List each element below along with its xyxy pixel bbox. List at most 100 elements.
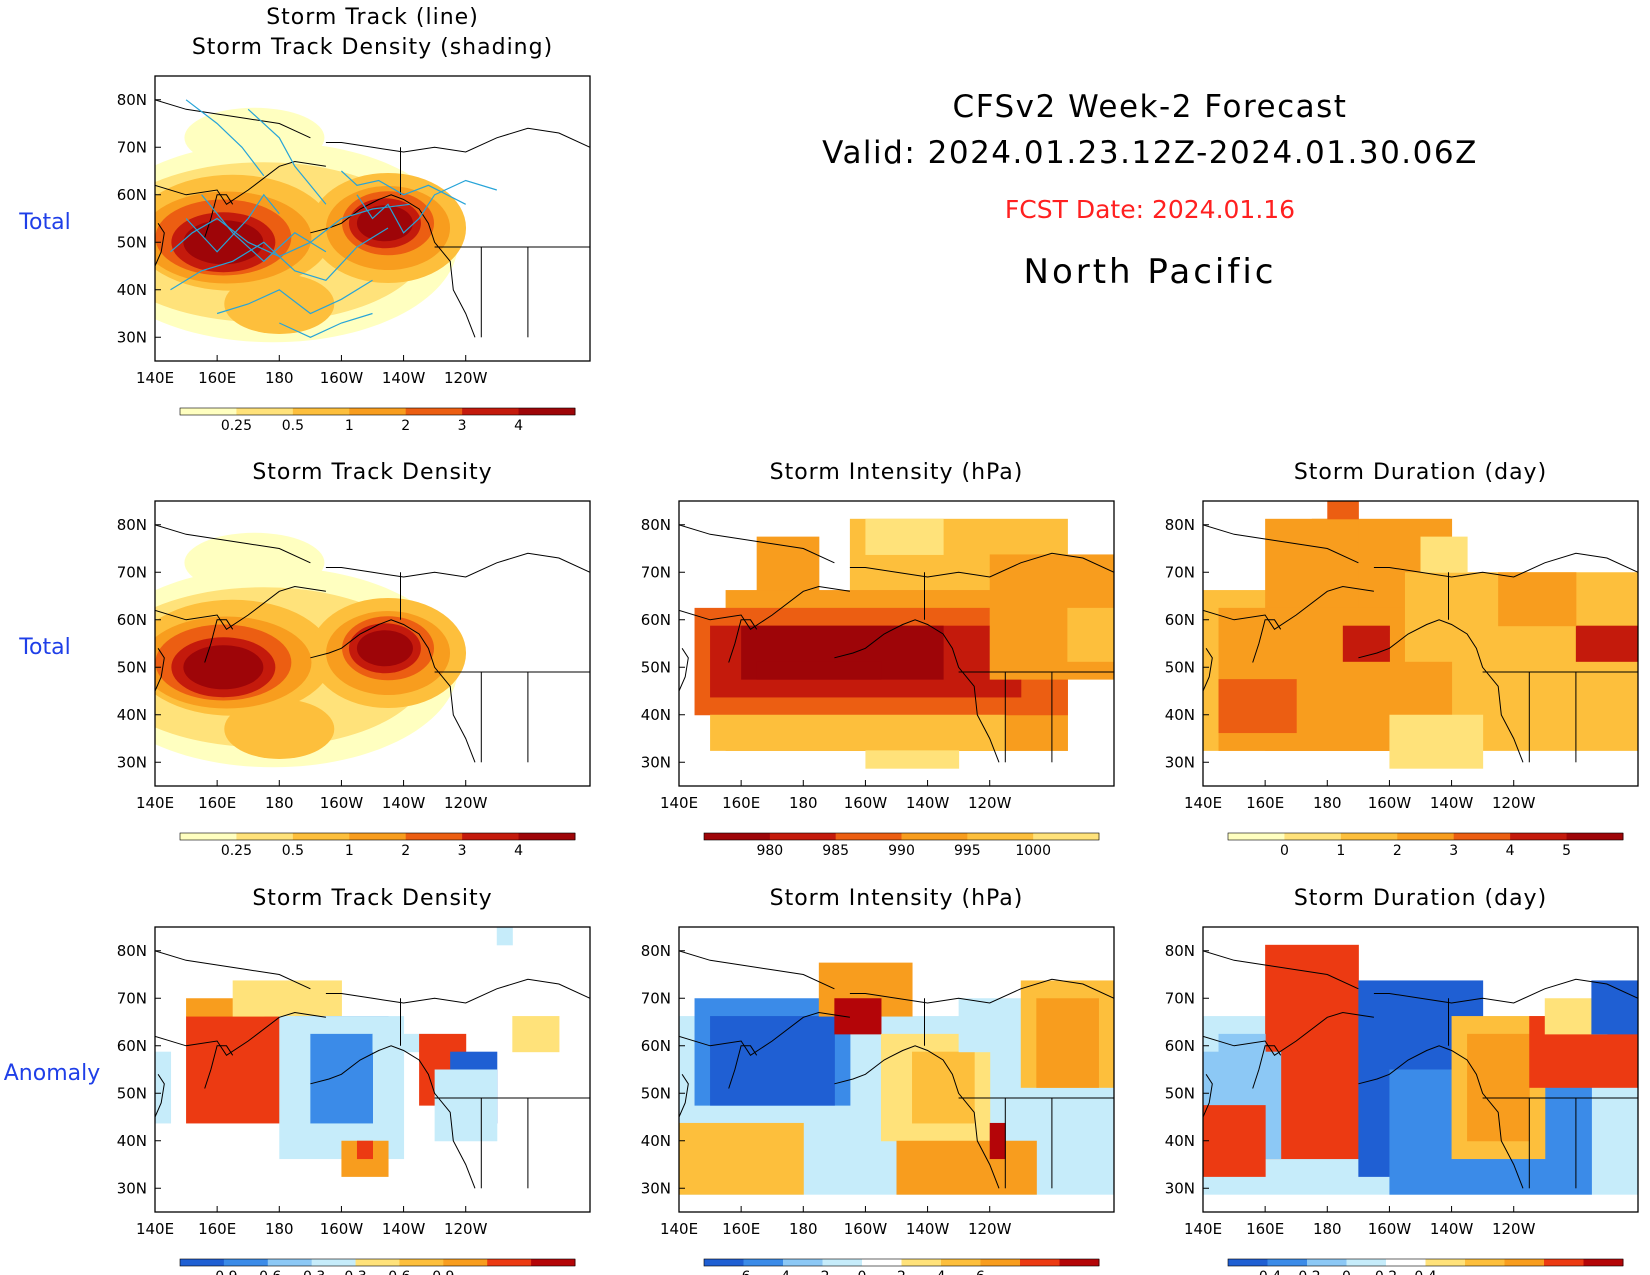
colorbar-swatch xyxy=(1228,1259,1268,1266)
lon-tick-label: 180 xyxy=(789,794,818,812)
lat-tick-label: 50N xyxy=(641,658,671,676)
lat-tick-label: 70N xyxy=(117,138,147,156)
coastline xyxy=(1373,978,1638,1004)
lat-tick-label: 70N xyxy=(117,989,147,1007)
colorbar-label: 0.5 xyxy=(282,418,304,434)
panel-4-cell xyxy=(1498,572,1577,627)
colorbar-swatch xyxy=(1465,1259,1505,1266)
panel-7-colorbar: -0.4 -0.2 0 0.2 0.4 xyxy=(1227,1258,1624,1275)
coastline xyxy=(1252,619,1282,663)
lon-tick-label: 160W xyxy=(1368,794,1412,812)
coastline xyxy=(834,619,1000,763)
panel-6: Storm Intensity (hPa) 140E 160E 180 160W 140W… xyxy=(641,886,1115,1275)
colorbar-swatch xyxy=(1059,1259,1100,1266)
map-frame xyxy=(678,500,1115,787)
coastline xyxy=(155,585,326,630)
colorbar-label: -6 xyxy=(737,1269,751,1275)
colorbar-swatch xyxy=(462,408,520,415)
lon-tick-label: 160W xyxy=(320,1220,364,1238)
map-frame xyxy=(154,75,591,362)
panel-title: Storm Duration (day) xyxy=(1294,460,1547,485)
panel-4-cell xyxy=(1218,679,1297,734)
colorbar-swatch xyxy=(1033,833,1100,840)
colorbar-swatch xyxy=(1307,1259,1347,1266)
coastline xyxy=(204,1045,234,1089)
colorbar-swatch xyxy=(1340,833,1398,840)
lon-tick-label: 140E xyxy=(136,369,174,387)
lat-tick-label: 60N xyxy=(117,611,147,629)
colorbar-label: 4 xyxy=(1506,843,1515,859)
coastline xyxy=(679,524,835,564)
coastline xyxy=(155,648,165,692)
lat-tick-label: 70N xyxy=(641,989,671,1007)
lon-tick-label: 140W xyxy=(1430,1220,1474,1238)
lat-tick-label: 40N xyxy=(641,1132,671,1150)
colorbar-label: 0 xyxy=(1342,1269,1351,1275)
colorbar-swatch xyxy=(292,408,350,415)
colorbar-frame xyxy=(1227,832,1624,841)
panel-7-cell xyxy=(1203,1105,1266,1177)
colorbar-label: -0.3 xyxy=(298,1269,325,1275)
panel-5-cell xyxy=(310,1033,373,1124)
lat-tick-label: 60N xyxy=(1165,611,1195,629)
map-frame xyxy=(1202,500,1639,787)
storm-track-line xyxy=(356,179,497,234)
colorbar-label: 2 xyxy=(897,1269,906,1275)
colorbar-swatch xyxy=(1510,833,1568,840)
colorbar-label: 1 xyxy=(345,418,354,434)
panel-5-cell xyxy=(496,927,513,946)
panel-3-map xyxy=(679,501,1114,786)
panel-3-colorbar: 980 985 990 995 1000 xyxy=(703,832,1100,859)
colorbar-swatch xyxy=(1566,833,1624,840)
lon-tick-label: 160E xyxy=(198,794,236,812)
colorbar-label: -0.4 xyxy=(1254,1269,1281,1275)
colorbar-label: 0.25 xyxy=(221,843,252,859)
lon-tick-label: 180 xyxy=(265,794,294,812)
panel-3: Storm Intensity (hPa) 140E 160E 180 160W 140W… xyxy=(641,460,1115,859)
panel-4-cell xyxy=(1327,501,1359,520)
lon-tick-label: 120W xyxy=(444,1220,488,1238)
colorbar-label: 0.3 xyxy=(344,1269,366,1275)
lon-tick-label: 140W xyxy=(382,1220,426,1238)
panel-3-cell xyxy=(865,750,960,769)
lon-tick-label: 140E xyxy=(1184,794,1222,812)
lon-tick-label: 160E xyxy=(722,1220,760,1238)
lat-tick-label: 80N xyxy=(1165,942,1195,960)
storm-track-line xyxy=(247,108,327,205)
colorbar-label: -4 xyxy=(776,1269,790,1275)
coastline xyxy=(155,1074,165,1118)
lat-tick-label: 70N xyxy=(641,563,671,581)
lon-tick-label: 160W xyxy=(1368,1220,1412,1238)
colorbar-swatch xyxy=(405,833,463,840)
coastline xyxy=(310,619,476,763)
lon-tick-label: 180 xyxy=(265,369,294,387)
panel-title: Storm Intensity (hPa) xyxy=(770,886,1024,911)
coastline xyxy=(1203,648,1213,692)
colorbar-swatch xyxy=(518,408,576,415)
lon-tick-label: 160E xyxy=(198,1220,236,1238)
colorbar-label: 4 xyxy=(937,1269,946,1275)
colorbar-frame xyxy=(179,1258,576,1267)
header-title: CFSv2 Week-2 Forecast xyxy=(953,89,1348,125)
panel-title: Storm Track (line) xyxy=(266,5,479,30)
storm-track-line xyxy=(201,194,327,263)
lon-tick-label: 140E xyxy=(1184,1220,1222,1238)
map-frame xyxy=(154,500,591,787)
panel-1-density-level-7 xyxy=(183,220,264,265)
lat-tick-label: 30N xyxy=(641,1179,671,1197)
colorbar-swatch xyxy=(901,1259,942,1266)
lon-tick-label: 140W xyxy=(906,1220,950,1238)
lat-tick-label: 50N xyxy=(1165,1084,1195,1102)
storm-track-line xyxy=(185,99,265,177)
colorbar-label: 2 xyxy=(401,418,410,434)
panel-3-cell xyxy=(756,661,882,680)
lat-tick-label: 50N xyxy=(117,658,147,676)
colorbar-swatch xyxy=(355,1259,400,1266)
panel-2-map xyxy=(155,501,590,786)
map-frame xyxy=(154,926,591,1213)
lon-tick-label: 140E xyxy=(660,794,698,812)
colorbar-label: 2 xyxy=(401,843,410,859)
row-label-total-2: Total xyxy=(18,635,70,660)
panel-2-colorbar: 0.25 0.5 1 2 3 4 xyxy=(179,832,576,859)
